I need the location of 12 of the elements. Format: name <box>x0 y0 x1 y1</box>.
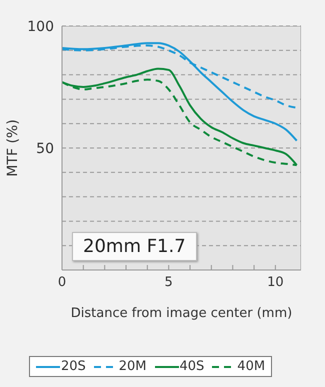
annotation: 20mm F1.7 <box>72 232 197 261</box>
legend-label: 20M <box>118 359 146 374</box>
y-axis-title: MTF (%) <box>4 119 21 177</box>
legend-label: 40S <box>178 359 204 374</box>
y-tick-label: 100 <box>27 18 54 35</box>
x-tick-label: 5 <box>164 275 173 290</box>
x-tick-label: 10 <box>267 275 284 290</box>
x-tick-label: 0 <box>58 275 66 290</box>
legend-label: 20S <box>60 359 86 374</box>
x-axis-title: Distance from image center (mm) <box>70 306 292 322</box>
legend-label: 40M <box>236 359 266 374</box>
y-tick-label: 50 <box>36 140 54 157</box>
